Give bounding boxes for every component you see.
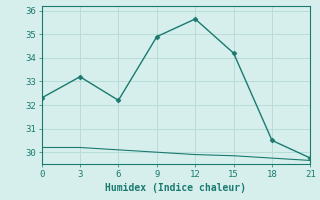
X-axis label: Humidex (Indice chaleur): Humidex (Indice chaleur) [106,183,246,193]
